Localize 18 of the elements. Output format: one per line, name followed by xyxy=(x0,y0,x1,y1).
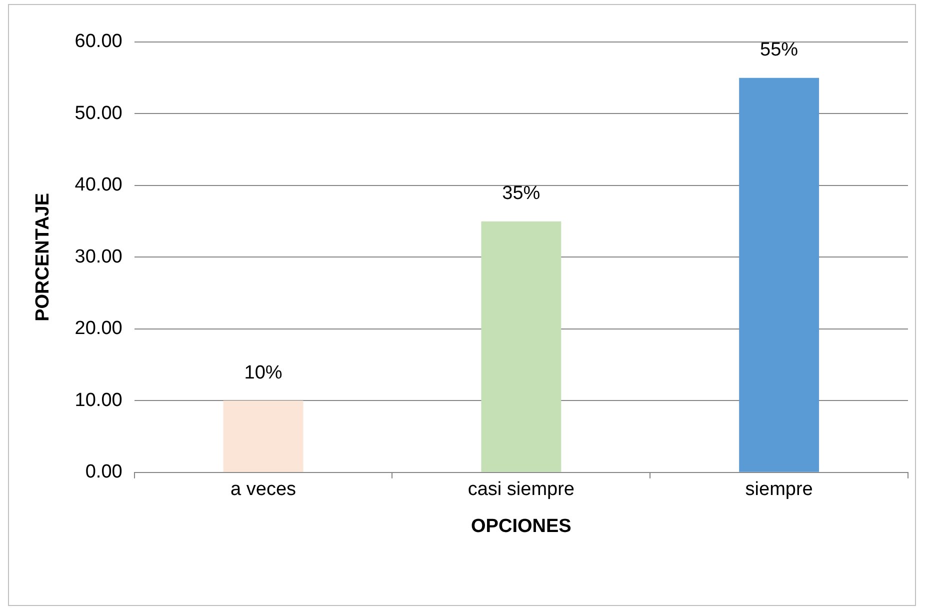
bar xyxy=(739,78,820,472)
y-tick-label: 40.00 xyxy=(74,174,122,196)
data-label: 10% xyxy=(244,362,282,384)
y-tick-label: 30.00 xyxy=(74,246,122,268)
data-label: 55% xyxy=(760,40,798,61)
y-tick-label: 50.00 xyxy=(74,102,122,124)
x-axis-title: OPCIONES xyxy=(471,516,572,537)
y-tick-label: 10.00 xyxy=(74,390,122,411)
x-tick-label: a veces xyxy=(230,479,296,500)
bar xyxy=(481,221,562,472)
bar xyxy=(223,400,304,472)
y-axis-title: PORCENTAJE xyxy=(32,192,54,322)
y-tick-label: 20.00 xyxy=(74,318,122,340)
data-label: 35% xyxy=(502,183,540,204)
y-tick-label: 60.00 xyxy=(74,31,122,52)
x-tick-label: casi siempre xyxy=(468,479,574,500)
x-tick-label: siempre xyxy=(745,479,813,500)
y-tick-label: 0.00 xyxy=(85,462,122,483)
